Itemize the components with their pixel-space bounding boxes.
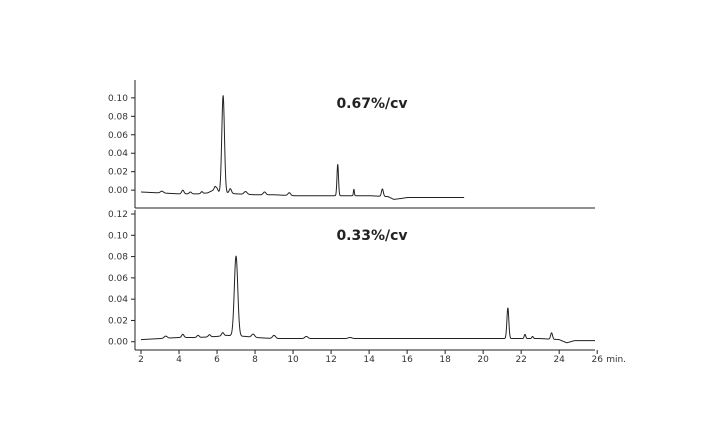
chart-panel-1: 0.00 0.02 0.04 0.06 0.08 0.10 0.67%/cv	[108, 80, 595, 209]
y-tick-label: 0.10	[108, 94, 128, 104]
x-tick-label: 20	[477, 355, 489, 365]
y-tick-label: 0.02	[108, 168, 128, 178]
y-tick-label: 0.02	[108, 316, 128, 326]
chart-panel-2: 0.00 0.02 0.04 0.06 0.08 0.10 0.12 0.33%/cv	[108, 210, 596, 351]
panel-label: 0.33%/cv	[336, 228, 407, 244]
x-tick-label: 2	[138, 355, 144, 365]
series-trace	[140, 255, 596, 344]
x-tick-label: 4	[176, 355, 182, 365]
x-axis-unit: min.	[606, 355, 626, 365]
y-tick-label: 0.00	[108, 338, 128, 348]
series-trace	[140, 95, 465, 200]
x-tick-label: 22	[515, 355, 526, 365]
y-tick-label: 0.06	[108, 131, 128, 141]
panel-label: 0.67%/cv	[336, 96, 407, 112]
x-tick-label: 10	[287, 355, 299, 365]
x-tick-label: 6	[214, 355, 220, 365]
x-tick-label: 24	[553, 355, 565, 365]
y-tick-label: 0.00	[108, 186, 128, 196]
x-axis-ticks: 2 4 6 8 10 12 14 16 18 20 22 24 26 min.	[138, 350, 626, 365]
y-tick-label: 0.08	[108, 253, 128, 263]
y-tick-label: 0.12	[108, 210, 128, 220]
x-tick-label: 18	[439, 355, 451, 365]
y-tick-label: 0.04	[108, 149, 128, 159]
y-tick-label: 0.06	[108, 274, 128, 284]
y-tick-label: 0.10	[108, 231, 128, 241]
x-tick-label: 26	[591, 355, 603, 365]
x-tick-label: 8	[252, 355, 258, 365]
x-tick-label: 16	[401, 355, 413, 365]
y-tick-label: 0.04	[108, 295, 128, 305]
x-tick-label: 12	[325, 355, 336, 365]
x-tick-label: 14	[363, 355, 375, 365]
y-tick-label: 0.08	[108, 112, 128, 122]
